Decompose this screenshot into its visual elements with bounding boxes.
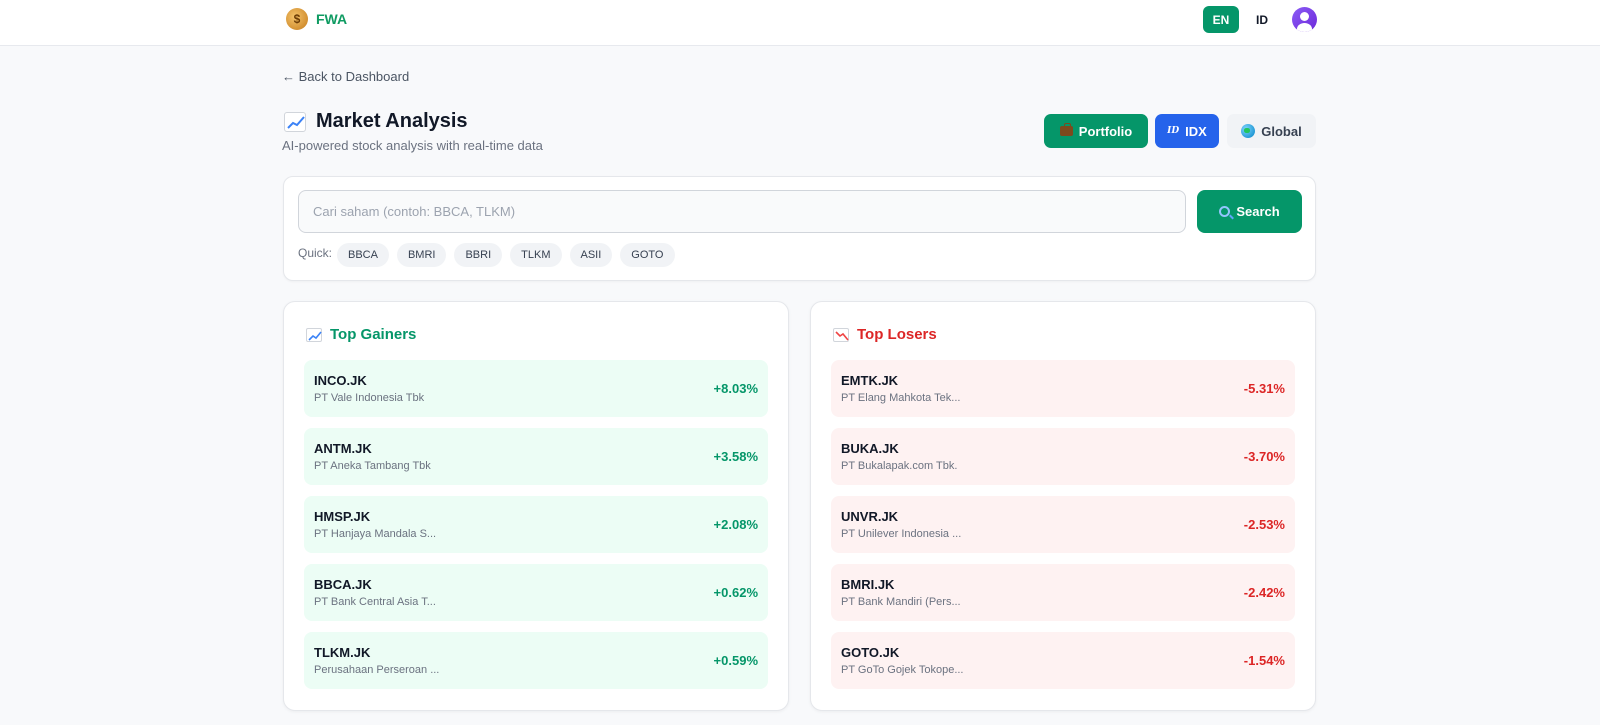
id-flag-icon: ID [1167,126,1180,136]
brand-name: FWA [316,11,348,27]
global-button[interactable]: Global [1227,114,1316,148]
quick-chip-bbca[interactable]: BBCA [337,243,389,267]
brand[interactable]: FWA [286,8,347,30]
quick-chips: BBCA BMRI BBRI TLKM ASII GOTO [337,243,675,267]
loser-row[interactable]: EMTK.JK PT Elang Mahkota Tek... -5.31% [831,360,1295,417]
company-name: PT Bank Mandiri (Pers... [841,596,961,608]
lang-en-button[interactable]: EN [1203,6,1239,33]
loser-row[interactable]: BUKA.JK PT Bukalapak.com Tbk. -3.70% [831,428,1295,485]
idx-button[interactable]: ID IDX [1155,114,1219,148]
lang-id-button[interactable]: ID [1256,12,1268,27]
percent-change: -5.31% [1243,381,1285,396]
percent-change: -1.54% [1243,653,1285,668]
money-bag-icon [286,8,308,30]
gainers-list: INCO.JK PT Vale Indonesia Tbk +8.03% ANT… [304,360,768,689]
ticker-symbol: BBCA.JK [314,577,372,592]
quick-label: Quick: [298,246,333,260]
ticker-symbol: EMTK.JK [841,373,899,388]
chart-down-icon [833,327,849,342]
top-gainers-header: Top Gainers [306,326,416,343]
search-icon [1219,206,1231,217]
chart-up-icon [284,111,306,132]
loser-row[interactable]: UNVR.JK PT Unilever Indonesia ... -2.53% [831,496,1295,553]
search-card: Search Quick: BBCA BMRI BBRI TLKM ASII G… [283,176,1316,281]
page-title: Market Analysis [316,110,468,132]
chart-up-icon [306,327,322,342]
portfolio-button[interactable]: Portfolio [1044,114,1148,148]
company-name: PT GoTo Gojek Tokope... [841,664,964,676]
quick-chip-tlkm[interactable]: TLKM [510,243,562,267]
gainer-row[interactable]: BBCA.JK PT Bank Central Asia T... +0.62% [304,564,768,621]
quick-chip-asii[interactable]: ASII [569,243,613,267]
quick-chip-bbri[interactable]: BBRI [454,243,503,267]
global-label: Global [1261,123,1302,139]
company-name: PT Aneka Tambang Tbk [314,460,431,472]
gainer-row[interactable]: ANTM.JK PT Aneka Tambang Tbk +3.58% [304,428,768,485]
stock-search-input[interactable] [298,190,1186,233]
percent-change: +0.59% [713,653,758,668]
percent-change: +2.08% [713,517,758,532]
ticker-symbol: TLKM.JK [314,645,371,660]
quick-chip-goto[interactable]: GOTO [620,243,675,267]
company-name: PT Bank Central Asia T... [314,596,436,608]
ticker-symbol: INCO.JK [314,373,367,388]
briefcase-icon [1059,123,1073,136]
page-subtitle: AI-powered stock analysis with real-time… [282,138,543,153]
portfolio-label: Portfolio [1078,123,1133,139]
losers-list: EMTK.JK PT Elang Mahkota Tek... -5.31% B… [831,360,1295,689]
top-gainers-title: Top Gainers [330,326,417,343]
search-button[interactable]: Search [1197,190,1302,233]
search-button-label: Search [1236,204,1280,219]
gainer-row[interactable]: HMSP.JK PT Hanjaya Mandala S... +2.08% [304,496,768,553]
back-to-dashboard-link[interactable]: ← Back to Dashboard [282,69,410,84]
top-navbar: FWA EN ID [0,0,1600,46]
ticker-symbol: GOTO.JK [841,645,900,660]
percent-change: +0.62% [713,585,758,600]
top-gainers-panel: Top Gainers INCO.JK PT Vale Indonesia Tb… [283,301,789,711]
ticker-symbol: BMRI.JK [841,577,895,592]
ticker-symbol: ANTM.JK [314,441,372,456]
company-name: PT Vale Indonesia Tbk [314,392,425,404]
ticker-symbol: UNVR.JK [841,509,899,524]
percent-change: +8.03% [713,381,758,396]
ticker-symbol: BUKA.JK [841,441,899,456]
percent-change: -2.53% [1243,517,1285,532]
gainer-row[interactable]: INCO.JK PT Vale Indonesia Tbk +8.03% [304,360,768,417]
percent-change: -2.42% [1243,585,1285,600]
loser-row[interactable]: BMRI.JK PT Bank Mandiri (Pers... -2.42% [831,564,1295,621]
company-name: PT Elang Mahkota Tek... [841,392,961,404]
gainer-row[interactable]: TLKM.JK Perusahaan Perseroan ... +0.59% [304,632,768,689]
percent-change: -3.70% [1243,449,1285,464]
company-name: PT Hanjaya Mandala S... [314,528,437,540]
loser-row[interactable]: GOTO.JK PT GoTo Gojek Tokope... -1.54% [831,632,1295,689]
ticker-symbol: HMSP.JK [314,509,371,524]
page-header: Market Analysis [284,110,468,133]
percent-change: +3.58% [713,449,758,464]
top-losers-panel: Top Losers EMTK.JK PT Elang Mahkota Tek.… [810,301,1316,711]
quick-chip-bmri[interactable]: BMRI [396,243,447,267]
company-name: PT Bukalapak.com Tbk. [841,460,958,472]
idx-label: IDX [1185,123,1207,139]
company-name: PT Unilever Indonesia ... [841,528,962,540]
top-losers-title: Top Losers [857,326,937,343]
globe-icon [1241,124,1256,138]
user-avatar-icon[interactable] [1292,7,1317,32]
top-losers-header: Top Losers [833,326,937,343]
company-name: Perusahaan Perseroan ... [314,664,440,676]
